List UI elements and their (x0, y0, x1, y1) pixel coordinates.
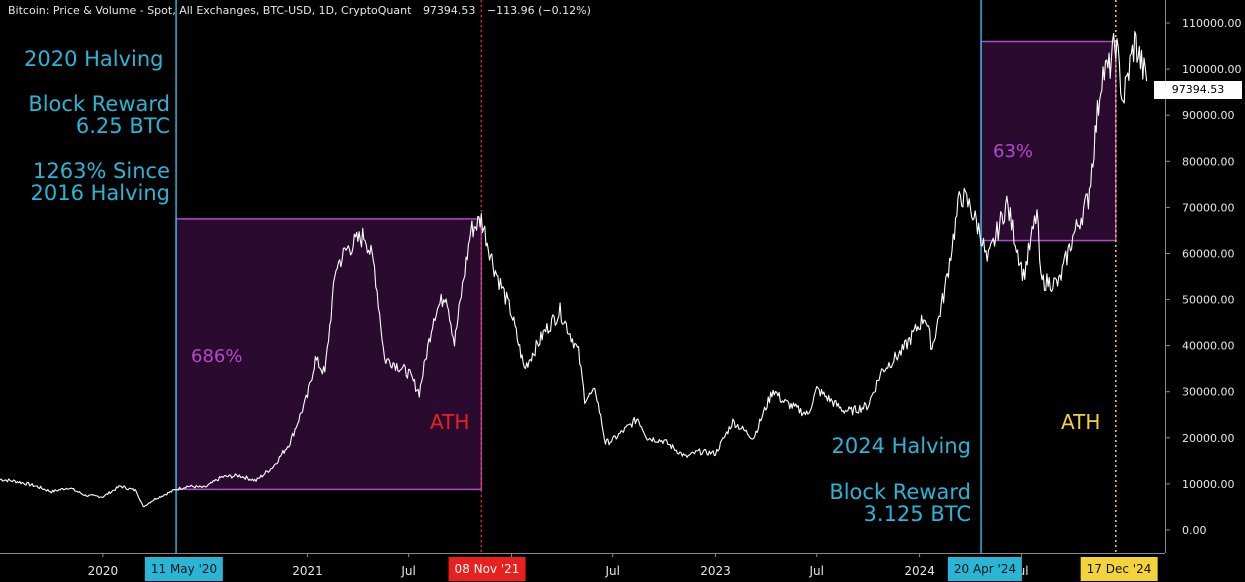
x-tick-label: 2023 (700, 564, 731, 578)
box-2024-percent: 63% (993, 141, 1034, 162)
reward-label: Block Reward (829, 480, 971, 504)
y-tick-label: 70000.00 (1182, 201, 1235, 214)
y-axis: 0.00 10000.00 20000.00 30000.00 40000.00 5000… (1165, 0, 1242, 553)
price-series (0, 30, 1148, 508)
ath-2024-label: ATH (1061, 410, 1101, 434)
event-lines (175, 0, 1117, 553)
range-box-2 (980, 40, 1117, 242)
date-tag-ath-2021: 08 Nov '21 (448, 557, 526, 581)
halving-2020-title: 2020 Halving (24, 47, 164, 71)
since-line-1: 1263% Since (32, 159, 170, 183)
x-tick-label: 2020 (88, 564, 119, 578)
reward-value: 6.25 BTC (75, 114, 170, 138)
y-tick-label: 50000.00 (1182, 294, 1235, 307)
y-tick-label: 100000.00 (1182, 63, 1242, 76)
y-tick-label: 20000.00 (1182, 432, 1235, 445)
date-tag-ath-2024: 17 Dec '24 (1080, 557, 1158, 581)
x-tick-label: Jul (808, 564, 823, 578)
y-tick-label: 30000.00 (1182, 386, 1235, 399)
halving-2020-reward: Block Reward 6.25 BTC (20, 94, 170, 137)
x-tick-label: 2021 (292, 564, 323, 578)
price-change-text: −113.96 (−0.12%) (486, 4, 591, 17)
price-line (0, 30, 1148, 508)
y-tick-label: 90000.00 (1182, 109, 1235, 122)
reward-value: 3.125 BTC (863, 502, 971, 526)
range-boxes (175, 40, 1117, 491)
date-tag-halving-2024: 20 Apr '24 (947, 557, 1023, 581)
x-tick-label: Jul (400, 564, 415, 578)
reward-label: Block Reward (28, 92, 170, 116)
x-tick-label: 2024 (904, 564, 935, 578)
chart-header: Bitcoin: Price & Volume - Spot, All Exch… (8, 4, 591, 17)
halving-2024-reward: Block Reward 3.125 BTC (800, 482, 971, 525)
box-2020-percent: 686% (191, 346, 243, 367)
chart-title: Bitcoin: Price & Volume - Spot, All Exch… (8, 4, 412, 17)
y-tick-label: 60000.00 (1182, 247, 1235, 260)
x-tick-label: Jul (604, 564, 619, 578)
range-box-1 (175, 218, 483, 491)
current-price-tag: 97394.53 (1154, 81, 1242, 99)
date-tag-halving-2020: 11 May '20 (144, 557, 224, 581)
halving-2024-title: 2024 Halving (831, 434, 971, 458)
y-tick-label: 80000.00 (1182, 155, 1235, 168)
halving-2020-since: 1263% Since 2016 Halving (20, 161, 170, 204)
y-tick-label: 110000.00 (1182, 17, 1242, 30)
y-tick-label: 40000.00 (1182, 340, 1235, 353)
since-line-2: 2016 Halving (30, 181, 170, 205)
y-tick-label: 0.00 (1182, 524, 1207, 537)
last-price-text: 97394.53 (422, 4, 476, 17)
y-tick-label: 10000.00 (1182, 478, 1235, 491)
ath-2021-label: ATH (430, 410, 470, 434)
